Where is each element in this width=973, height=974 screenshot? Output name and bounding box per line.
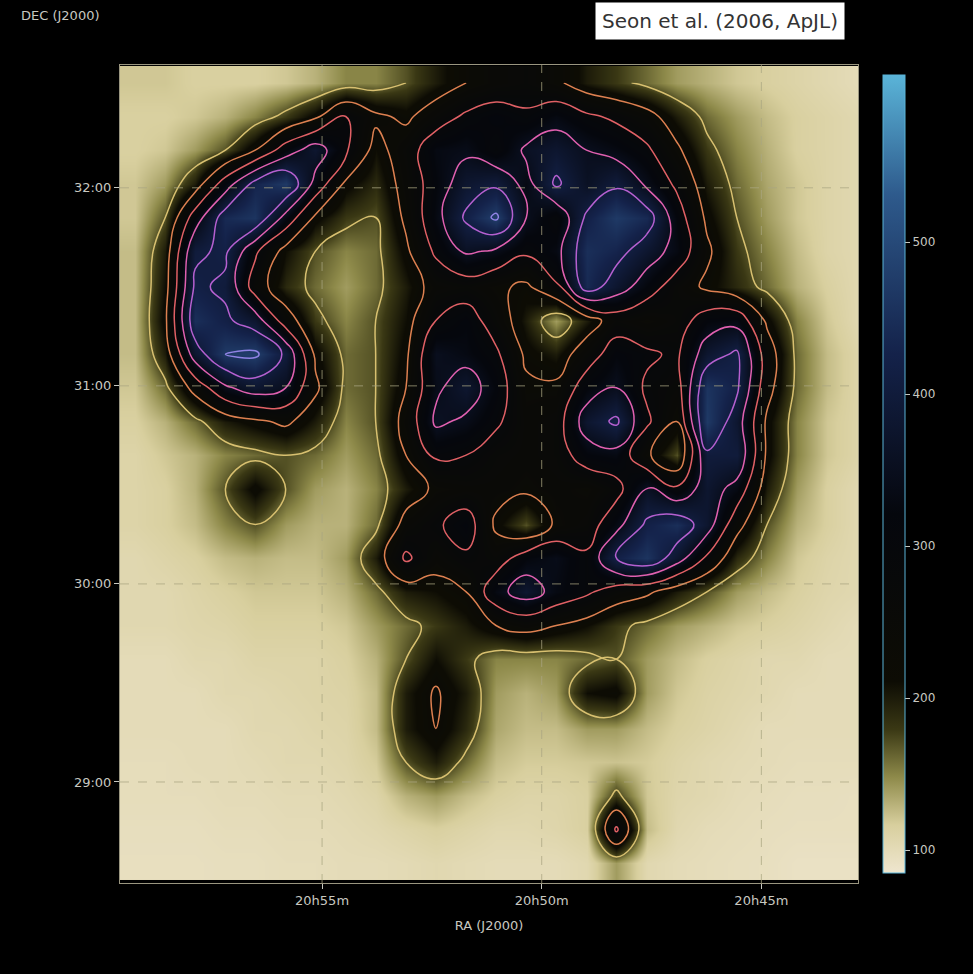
svg-text:20h45m: 20h45m bbox=[734, 893, 788, 908]
svg-text:500: 500 bbox=[912, 235, 935, 249]
svg-text:20h55m: 20h55m bbox=[295, 893, 349, 908]
svg-text:300: 300 bbox=[912, 539, 935, 553]
svg-text:400: 400 bbox=[912, 387, 935, 401]
svg-text:200: 200 bbox=[912, 691, 935, 705]
svg-text:RA (J2000): RA (J2000) bbox=[455, 918, 524, 933]
svg-text:DEC (J2000): DEC (J2000) bbox=[21, 8, 100, 23]
svg-text:32:00: 32:00 bbox=[74, 180, 111, 195]
svg-text:29:00: 29:00 bbox=[74, 775, 111, 790]
svg-text:Seon et al. (2006, ApJL): Seon et al. (2006, ApJL) bbox=[602, 9, 838, 33]
svg-text:30:00: 30:00 bbox=[74, 576, 111, 591]
svg-text:31:00: 31:00 bbox=[74, 378, 111, 393]
svg-text:20h50m: 20h50m bbox=[515, 893, 569, 908]
svg-text:100: 100 bbox=[912, 843, 935, 857]
